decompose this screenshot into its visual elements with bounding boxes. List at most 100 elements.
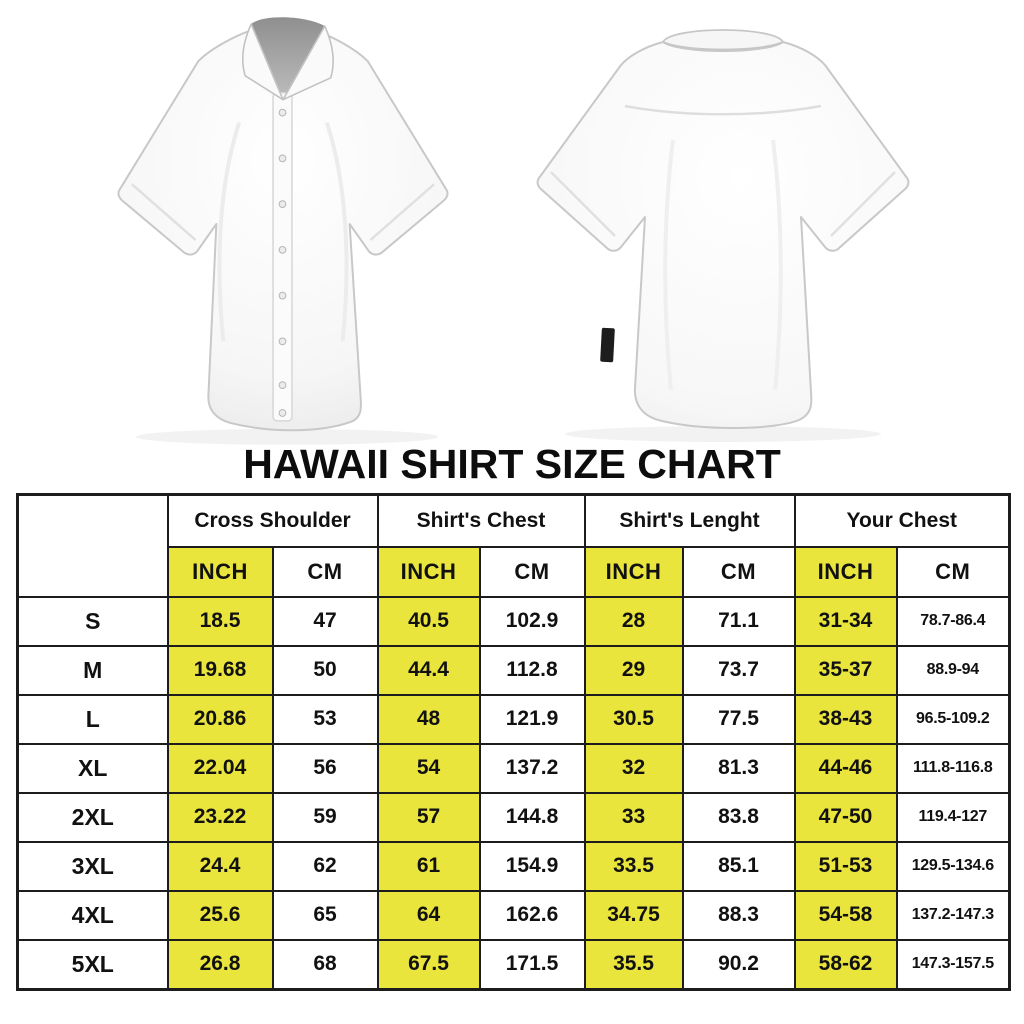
cell-5xl-2: 67.5 xyxy=(376,939,481,990)
cell-5xl-1: 68 xyxy=(271,939,379,990)
size-label-5xl: 5XL xyxy=(16,939,169,990)
cell-5xl-5: 90.2 xyxy=(681,939,796,990)
unit-header-your-chest-cm: CM xyxy=(895,546,1011,598)
cell-m-7: 88.9-94 xyxy=(895,645,1011,696)
unit-header-row: INCH CM INCH CM INCH CM INCH CM xyxy=(18,546,1011,598)
cell-xl-2: 54 xyxy=(376,743,481,794)
cell-3xl-6: 51-53 xyxy=(793,841,898,892)
size-label-m: M xyxy=(16,645,169,696)
cell-4xl-4: 34.75 xyxy=(583,890,684,941)
cell-l-2: 48 xyxy=(376,694,481,745)
cell-m-3: 112.8 xyxy=(478,645,586,696)
table-row-5xl: 5XL 26.8 68 67.5 171.5 35.5 90.2 58-62 147.3-157… xyxy=(16,939,1011,990)
table-row-s: S 18.5 47 40.5 102.9 28 71.1 31-34 78.7-86.4 xyxy=(16,596,1011,647)
hem-tag xyxy=(600,327,615,363)
size-label-s: S xyxy=(16,596,169,647)
size-label-xl: XL xyxy=(16,743,169,794)
cell-xl-0: 22.04 xyxy=(166,743,274,794)
unit-header-shirt-s-lenght-inch: INCH xyxy=(583,546,684,598)
cell-2xl-6: 47-50 xyxy=(793,792,898,843)
shirt-images xyxy=(0,0,1024,452)
cell-3xl-7: 129.5-134.6 xyxy=(895,841,1011,892)
cell-xl-7: 111.8-116.8 xyxy=(895,743,1011,794)
unit-header-your-chest-inch: INCH xyxy=(793,546,898,598)
cell-m-2: 44.4 xyxy=(376,645,481,696)
cell-2xl-3: 144.8 xyxy=(478,792,586,843)
cell-3xl-2: 61 xyxy=(376,841,481,892)
cell-xl-6: 44-46 xyxy=(793,743,898,794)
cell-s-1: 47 xyxy=(271,596,379,647)
cell-m-1: 50 xyxy=(271,645,379,696)
cell-5xl-0: 26.8 xyxy=(166,939,274,990)
cell-m-0: 19.68 xyxy=(166,645,274,696)
cell-s-0: 18.5 xyxy=(166,596,274,647)
table-row-m: M 19.68 50 44.4 112.8 29 73.7 35-37 88.9-94 xyxy=(16,645,1011,696)
table-row-l: L 20.86 53 48 121.9 30.5 77.5 38-43 96.5-109.2 xyxy=(16,694,1011,745)
size-label-4xl: 4XL xyxy=(16,890,169,941)
cell-3xl-1: 62 xyxy=(271,841,379,892)
cell-4xl-0: 25.6 xyxy=(166,890,274,941)
cell-4xl-6: 54-58 xyxy=(793,890,898,941)
size-label-l: L xyxy=(16,694,169,745)
cell-m-5: 73.7 xyxy=(681,645,796,696)
group-header-row: Cross Shoulder Shirt's Chest Shirt's Lengh… xyxy=(16,493,1011,598)
cell-s-4: 28 xyxy=(583,596,684,647)
unit-header-shirt-s-lenght-cm: CM xyxy=(681,546,796,598)
size-label-3xl: 3XL xyxy=(16,841,169,892)
unit-header-cross-shoulder-inch: INCH xyxy=(166,546,274,598)
group-header-shirt-s-lenght: Shirt's Lenght xyxy=(583,493,796,548)
cell-4xl-7: 137.2-147.3 xyxy=(895,890,1011,941)
unit-header-shirt-s-chest-inch: INCH xyxy=(376,546,481,598)
cell-l-0: 20.86 xyxy=(166,694,274,745)
size-chart-table: Cross Shoulder Shirt's Chest Shirt's Lengh… xyxy=(16,493,1012,991)
cell-2xl-1: 59 xyxy=(271,792,379,843)
cell-m-6: 35-37 xyxy=(793,645,898,696)
cell-l-3: 121.9 xyxy=(478,694,586,745)
cell-l-6: 38-43 xyxy=(793,694,898,745)
cell-l-4: 30.5 xyxy=(583,694,684,745)
cell-xl-3: 137.2 xyxy=(478,743,586,794)
table-body: S 18.5 47 40.5 102.9 28 71.1 31-34 78.7-86.4 M 19.… xyxy=(16,596,1011,990)
cell-3xl-3: 154.9 xyxy=(478,841,586,892)
cell-2xl-5: 83.8 xyxy=(681,792,796,843)
shirt-back-image xyxy=(536,29,910,442)
cell-5xl-4: 35.5 xyxy=(583,939,684,990)
group-header-shirt-s-chest: Shirt's Chest xyxy=(376,493,586,548)
page-title: HAWAII SHIRT SIZE CHART xyxy=(243,441,781,487)
cell-s-5: 71.1 xyxy=(681,596,796,647)
cell-s-2: 40.5 xyxy=(376,596,481,647)
table-row-xl: XL 22.04 56 54 137.2 32 81.3 44-46 111.8-116.8 xyxy=(16,743,1011,794)
cell-xl-4: 32 xyxy=(583,743,684,794)
cell-2xl-2: 57 xyxy=(376,792,481,843)
group-header-cross-shoulder: Cross Shoulder xyxy=(166,493,379,548)
cell-l-7: 96.5-109.2 xyxy=(895,694,1011,745)
cell-2xl-4: 33 xyxy=(583,792,684,843)
cell-3xl-0: 24.4 xyxy=(166,841,274,892)
cell-5xl-7: 147.3-157.5 xyxy=(895,939,1011,990)
cell-4xl-3: 162.6 xyxy=(478,890,586,941)
cell-3xl-5: 85.1 xyxy=(681,841,796,892)
cell-4xl-5: 88.3 xyxy=(681,890,796,941)
corner-cell xyxy=(16,493,169,598)
cell-xl-5: 81.3 xyxy=(681,743,796,794)
cell-s-7: 78.7-86.4 xyxy=(895,596,1011,647)
table-row-2xl: 2XL 23.22 59 57 144.8 33 83.8 47-50 119.4-127 xyxy=(16,792,1011,843)
cell-xl-1: 56 xyxy=(271,743,379,794)
cell-l-1: 53 xyxy=(271,694,379,745)
table-head: Cross Shoulder Shirt's Chest Shirt's Lengh… xyxy=(16,493,1011,598)
cell-5xl-3: 171.5 xyxy=(478,939,586,990)
table-row-4xl: 4XL 25.6 65 64 162.6 34.75 88.3 54-58 137.2-147.… xyxy=(16,890,1011,941)
shirt-front-image xyxy=(117,17,449,445)
cell-5xl-6: 58-62 xyxy=(793,939,898,990)
group-header-your-chest: Your Chest xyxy=(793,493,1011,548)
unit-header-cross-shoulder-cm: CM xyxy=(271,546,379,598)
unit-header-shirt-s-chest-cm: CM xyxy=(478,546,586,598)
cell-s-3: 102.9 xyxy=(478,596,586,647)
cell-2xl-0: 23.22 xyxy=(166,792,274,843)
cell-4xl-1: 65 xyxy=(271,890,379,941)
size-label-2xl: 2XL xyxy=(16,792,169,843)
cell-l-5: 77.5 xyxy=(681,694,796,745)
cell-m-4: 29 xyxy=(583,645,684,696)
cell-s-6: 31-34 xyxy=(793,596,898,647)
